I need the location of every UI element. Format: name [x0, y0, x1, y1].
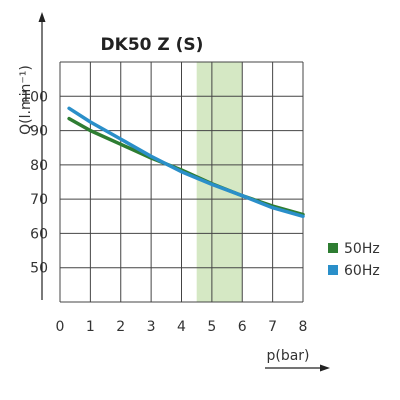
x-tick-label: 2 [116, 319, 125, 335]
x-tick-label: 5 [207, 319, 216, 335]
x-tick-label: 4 [177, 319, 186, 335]
x-tick-label: 1 [86, 319, 95, 335]
y-tick-label: 60 [30, 226, 48, 242]
series-layer [67, 106, 305, 219]
x-tick-labels: 0 1 2 3 4 5 6 7 8 [56, 319, 308, 335]
x-tick-label: 6 [238, 319, 247, 335]
y-tick-labels: 50 60 70 80 90 100 [21, 89, 48, 276]
y-axis-label: Q(l.min⁻¹) [18, 65, 34, 135]
chart-title: DK50 Z (S) [101, 35, 204, 55]
y-tick-label: 90 [30, 124, 48, 140]
x-tick-label: 3 [147, 319, 156, 335]
legend-label-60hz: 60Hz [344, 263, 380, 279]
legend-swatch-50hz [328, 243, 338, 253]
y-axis-arrowhead [38, 12, 46, 22]
y-tick-label: 70 [30, 192, 48, 208]
legend-label-50hz: 50Hz [344, 241, 380, 257]
legend: 50Hz 60Hz [328, 241, 380, 279]
x-tick-label: 0 [56, 319, 65, 335]
x-tick-label: 7 [268, 319, 277, 335]
legend-swatch-60hz [328, 265, 338, 275]
y-tick-label: 50 [30, 261, 48, 277]
y-tick-label: 100 [21, 89, 48, 105]
series-line-60hz [67, 106, 305, 219]
x-tick-label: 8 [299, 319, 308, 335]
x-axis-label: p(bar) [266, 348, 309, 364]
y-tick-label: 80 [30, 158, 48, 174]
series-line-50hz [67, 116, 305, 217]
x-axis-arrowhead [320, 364, 330, 372]
grid [59, 61, 304, 303]
